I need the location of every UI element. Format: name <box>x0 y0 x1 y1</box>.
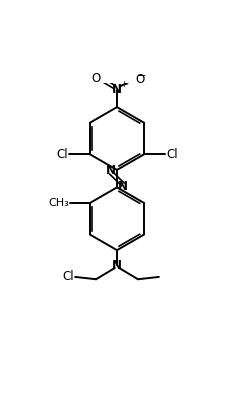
Text: +: + <box>120 80 127 89</box>
Text: N: N <box>106 164 116 177</box>
Text: Cl: Cl <box>62 270 74 283</box>
Text: −: − <box>137 71 146 81</box>
Text: N: N <box>118 180 128 193</box>
Text: Cl: Cl <box>166 148 178 161</box>
Text: O: O <box>91 72 100 85</box>
Text: Cl: Cl <box>56 148 68 161</box>
Text: N: N <box>112 259 122 272</box>
Text: O: O <box>136 73 145 86</box>
Text: N: N <box>112 83 122 96</box>
Text: CH₃: CH₃ <box>48 198 69 208</box>
